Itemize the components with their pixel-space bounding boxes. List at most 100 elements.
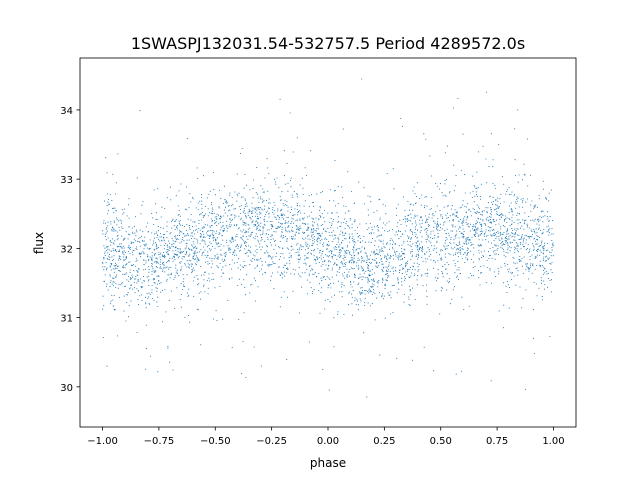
data-point [250, 259, 252, 261]
data-point [112, 227, 114, 229]
data-point [407, 219, 409, 221]
data-point [411, 250, 413, 253]
data-point [476, 187, 478, 189]
data-point [250, 213, 252, 215]
data-point [113, 265, 115, 267]
data-point [477, 244, 479, 246]
data-point [153, 271, 155, 273]
data-point [180, 293, 182, 295]
data-point [162, 227, 164, 229]
data-point [127, 316, 130, 318]
data-point [401, 251, 403, 253]
data-point [216, 230, 218, 232]
data-point [425, 138, 427, 140]
data-point [530, 219, 532, 221]
data-point [317, 241, 319, 243]
data-point [218, 206, 220, 208]
data-point [349, 235, 351, 237]
data-point [274, 216, 276, 218]
data-point [160, 281, 162, 284]
data-point [416, 262, 418, 264]
data-point [408, 276, 410, 278]
data-point [517, 212, 519, 214]
data-point [526, 266, 528, 268]
data-point [312, 240, 314, 242]
data-point [257, 264, 259, 266]
data-point [173, 278, 175, 280]
data-point [287, 267, 289, 269]
data-point [493, 239, 495, 242]
data-point [543, 272, 545, 274]
data-point [203, 214, 205, 216]
data-point [247, 245, 250, 247]
data-point [516, 214, 518, 217]
data-point [115, 210, 117, 212]
data-point [114, 309, 116, 311]
data-point [255, 229, 257, 231]
data-point [284, 235, 287, 237]
data-point [386, 222, 388, 224]
data-point [264, 224, 266, 226]
data-point [193, 267, 195, 269]
data-point [115, 182, 117, 184]
data-point [547, 225, 549, 227]
data-point [179, 242, 181, 244]
data-point [374, 240, 376, 242]
data-point [191, 263, 193, 265]
data-point [480, 213, 482, 215]
data-point [241, 147, 243, 150]
data-point [202, 175, 205, 177]
data-point [546, 231, 548, 233]
data-point [513, 257, 515, 259]
data-point [310, 252, 312, 254]
data-point [547, 277, 549, 279]
data-point [155, 203, 157, 205]
data-point [247, 212, 249, 214]
data-point [217, 258, 219, 260]
data-point [184, 235, 186, 237]
data-point [398, 259, 400, 261]
data-point [336, 274, 338, 276]
data-point [348, 275, 351, 277]
data-point [501, 213, 503, 215]
data-point [542, 247, 544, 249]
data-point [257, 207, 259, 209]
data-point [209, 250, 211, 252]
data-point [192, 256, 195, 258]
data-point [104, 254, 106, 257]
data-point [321, 280, 323, 282]
data-point [311, 292, 313, 294]
data-point [288, 230, 290, 232]
data-point [334, 234, 336, 236]
data-point [508, 238, 510, 240]
data-point [270, 279, 272, 281]
data-point [542, 273, 544, 276]
data-point [247, 214, 249, 216]
data-point [370, 231, 372, 234]
data-point [186, 250, 188, 252]
data-point [190, 235, 192, 237]
data-point [105, 246, 107, 248]
data-point [307, 252, 310, 254]
data-point [545, 196, 547, 198]
data-point [266, 158, 268, 160]
data-point [258, 229, 260, 231]
data-point [254, 267, 256, 269]
data-point [368, 274, 370, 276]
data-point [230, 226, 232, 228]
data-point [389, 255, 392, 257]
data-point [204, 241, 206, 243]
data-point [416, 237, 418, 239]
data-point [329, 235, 331, 237]
data-point [351, 293, 353, 295]
data-point [494, 187, 496, 190]
data-point [431, 214, 433, 216]
data-point [220, 249, 222, 251]
data-point [424, 229, 426, 231]
data-point [240, 230, 242, 232]
data-point [321, 213, 323, 215]
data-point [396, 292, 398, 294]
data-point [548, 219, 550, 222]
data-point [474, 225, 476, 227]
data-point [472, 243, 474, 245]
